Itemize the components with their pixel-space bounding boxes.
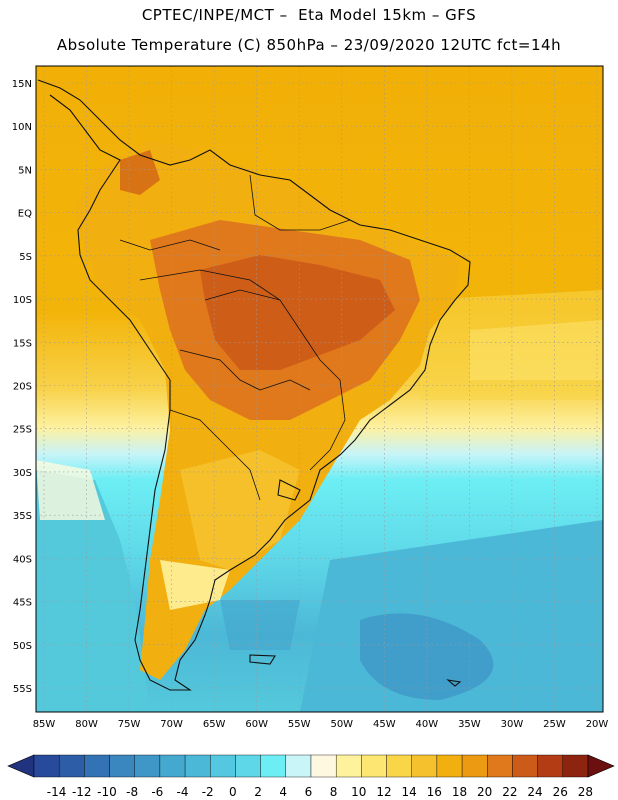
latitude-label: 5S [19, 252, 32, 263]
longitude-label: 60W [245, 719, 268, 730]
longitude-label: 55W [288, 719, 311, 730]
colorbar-swatch [512, 754, 538, 778]
latitude-label: 15S [13, 338, 32, 349]
colorbar-swatch [33, 754, 60, 778]
latitude-label: 40S [13, 554, 32, 565]
colorbar-swatch [235, 754, 261, 778]
longitude-label: 30W [501, 719, 524, 730]
colorbar-label: 14 [401, 785, 416, 799]
lat-lon-grid [36, 66, 603, 712]
colorbar-label: 6 [305, 785, 313, 799]
colorbar-swatch [537, 754, 564, 778]
country-borders [119, 174, 351, 501]
latitude-label: 15N [12, 79, 32, 90]
colorbar-swatch [562, 754, 589, 778]
colorbar: -14 -12 -10 -8 -6 -4 -2 0 2 4 6 8 10 12 14 16 18 20 22 24 26… [7, 754, 615, 799]
colorbar-swatch [260, 754, 287, 778]
longitude-label: 75W [118, 719, 141, 730]
latitude-label: 35S [13, 511, 32, 522]
longitude-label: 35W [458, 719, 481, 730]
longitude-label: 45W [373, 719, 396, 730]
colorbar-swatch [487, 754, 513, 778]
colorbar-swatch [84, 754, 110, 778]
latitude-labels: 15N 10N 5N EQ 5S 10S 15S 20S 25S 30S 35S 40S 45S 50S 5… [12, 79, 32, 695]
latitude-label: EQ [18, 209, 32, 220]
colorbar-label: -10 [97, 785, 117, 799]
colorbar-label: 10 [351, 785, 366, 799]
latitude-label: 20S [13, 382, 32, 393]
latitude-label: 55S [13, 684, 32, 695]
colorbar-swatch [411, 754, 438, 778]
longitude-label: 50W [330, 719, 353, 730]
longitude-label: 70W [160, 719, 183, 730]
map-title-model: CPTEC/INPE/MCT – Eta Model 15km – GFS [141, 6, 477, 24]
colorbar-swatch [184, 754, 211, 778]
longitude-label: 20W [586, 719, 609, 730]
colorbar-label: 20 [477, 785, 492, 799]
latitude-label: 5N [18, 165, 32, 176]
latitude-label: 10S [13, 295, 32, 306]
colorbar-label: 12 [376, 785, 391, 799]
coastlines [37, 79, 471, 691]
colorbar-label: -2 [202, 785, 214, 799]
colorbar-label: 8 [330, 785, 338, 799]
colorbar-label: 26 [553, 785, 568, 799]
colorbar-swatch [159, 754, 186, 778]
colorbar-swatch [109, 754, 135, 778]
colorbar-label: -12 [72, 785, 92, 799]
colorbar-label: 2 [254, 785, 262, 799]
colorbar-swatch [134, 754, 161, 778]
colorbar-label: -8 [126, 785, 138, 799]
longitude-label: 25W [543, 719, 566, 730]
colorbar-under-arrow [7, 754, 35, 778]
longitude-label: 65W [203, 719, 226, 730]
colorbar-swatch [436, 754, 463, 778]
colorbar-label: 4 [279, 785, 287, 799]
colorbar-label: -14 [47, 785, 67, 799]
map-frame [35, 65, 604, 713]
colorbar-label: 16 [427, 785, 442, 799]
colorbar-swatch [386, 754, 412, 778]
colorbar-label: 22 [502, 785, 517, 799]
longitude-label: 40W [416, 719, 439, 730]
colorbar-label: 18 [452, 785, 467, 799]
latitude-label: 25S [13, 425, 32, 436]
pacific-cold-zone [36, 470, 150, 712]
colorbar-swatch [461, 754, 488, 778]
latitude-label: 30S [13, 468, 32, 479]
map-title-field: Absolute Temperature (C) 850hPa – 23/09/… [56, 36, 562, 54]
colorbar-swatch [285, 754, 312, 778]
longitude-labels: 85W 80W 75W 70W 65W 60W 55W 50W 45W 40W 35W 30W 25W 2… [33, 719, 609, 730]
latitude-label: 50S [13, 641, 32, 652]
colorbar-swatch [210, 754, 236, 778]
colorbar-swatch [335, 754, 362, 778]
longitude-label: 80W [75, 719, 98, 730]
latitude-label: 10N [12, 122, 32, 133]
colorbar-label: 0 [229, 785, 237, 799]
colorbar-label: -6 [151, 785, 163, 799]
colorbar-swatch [58, 754, 85, 778]
colorbar-swatch [361, 754, 387, 778]
colorbar-over-arrow [587, 754, 615, 778]
colorbar-label: 28 [578, 785, 593, 799]
colorbar-label: -4 [177, 785, 189, 799]
colorbar-swatch [310, 754, 337, 778]
colorbar-label: 24 [527, 785, 542, 799]
longitude-label: 85W [33, 719, 56, 730]
latitude-label: 45S [13, 598, 32, 609]
